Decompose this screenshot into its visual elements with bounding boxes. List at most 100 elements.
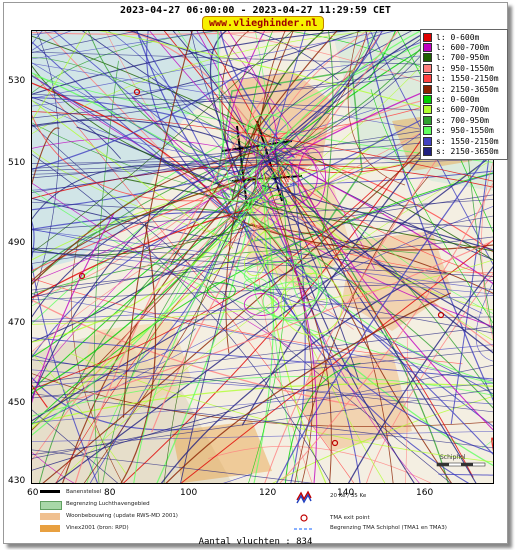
x-tick-label: 80 bbox=[104, 488, 116, 498]
flight-track bbox=[207, 31, 479, 103]
flight-track bbox=[32, 200, 228, 358]
legend-item: s: 700-950m bbox=[423, 115, 505, 125]
legend-label: s: 0-600m bbox=[436, 95, 480, 105]
flight-track bbox=[225, 31, 294, 354]
flight-track bbox=[320, 31, 334, 247]
map-panel: 2023-04-27 06:00:00 - 2023-04-27 11:29:5… bbox=[3, 2, 508, 547]
flight-track bbox=[32, 111, 493, 182]
flight-track bbox=[32, 31, 215, 60]
flight-track bbox=[217, 31, 233, 197]
flight-track bbox=[32, 124, 451, 483]
flight-track bbox=[221, 31, 250, 185]
legend-label: s: 950-1550m bbox=[436, 126, 494, 136]
legend-swatch bbox=[423, 146, 432, 156]
flight-track bbox=[32, 152, 493, 172]
flight-track bbox=[32, 31, 312, 35]
y-tick-label: 430 bbox=[8, 476, 26, 486]
legend-swatch bbox=[423, 63, 432, 73]
flight-track bbox=[32, 293, 493, 382]
flight-track bbox=[32, 131, 493, 169]
flight-track bbox=[32, 93, 493, 114]
flight-track bbox=[32, 31, 72, 51]
x-tick-label: 140 bbox=[337, 488, 355, 498]
holding-pattern bbox=[267, 194, 287, 209]
flight-track bbox=[149, 31, 262, 156]
flight-track bbox=[347, 265, 493, 483]
brand-link[interactable]: www.vlieghinder.nl bbox=[202, 16, 325, 31]
legend-label: l: 1550-2150m bbox=[436, 74, 499, 84]
flight-track bbox=[32, 251, 493, 295]
flight-track bbox=[265, 172, 493, 354]
flight-track bbox=[88, 31, 247, 169]
page-title: 2023-04-27 06:00:00 - 2023-04-27 11:29:5… bbox=[120, 5, 391, 16]
flight-track bbox=[32, 364, 493, 459]
flight-track bbox=[170, 31, 338, 265]
flight-track bbox=[268, 31, 306, 155]
flight-track bbox=[261, 157, 477, 483]
flight-track bbox=[131, 96, 493, 327]
flight-track bbox=[32, 65, 250, 170]
flight-track bbox=[102, 169, 282, 483]
flight-track bbox=[32, 154, 332, 483]
flight-track bbox=[32, 208, 232, 274]
flight-track bbox=[220, 31, 295, 158]
flight-track bbox=[32, 373, 493, 427]
flight-track bbox=[32, 194, 493, 264]
flight-track bbox=[32, 51, 493, 67]
flight-track bbox=[190, 31, 222, 62]
legend-item: s: 950-1550m bbox=[423, 126, 505, 136]
flight-track bbox=[32, 152, 253, 286]
flight-track bbox=[236, 31, 383, 193]
flight-track bbox=[246, 211, 332, 483]
flight-track bbox=[227, 31, 278, 161]
flight-track bbox=[288, 160, 493, 431]
flight-track bbox=[257, 181, 318, 483]
holding-pattern bbox=[292, 251, 323, 304]
flight-track bbox=[74, 97, 264, 483]
noise-contour-icon bbox=[296, 490, 312, 504]
flight-track bbox=[32, 295, 493, 321]
flight-track bbox=[244, 201, 493, 384]
flight-track bbox=[32, 393, 493, 449]
flight-track bbox=[32, 211, 257, 230]
flight-track bbox=[32, 349, 493, 399]
legend-swatch bbox=[423, 74, 432, 84]
y-tick-label: 450 bbox=[8, 398, 26, 408]
flight-track bbox=[32, 376, 194, 431]
flight-track bbox=[151, 31, 399, 433]
flight-track bbox=[405, 335, 408, 483]
flight-track bbox=[32, 259, 493, 325]
flight-track bbox=[32, 160, 271, 282]
flight-track bbox=[261, 184, 493, 251]
holding-pattern bbox=[297, 148, 327, 209]
flight-track bbox=[32, 31, 221, 94]
legend-item: l: 950-1550m bbox=[423, 63, 505, 73]
flight-track bbox=[239, 31, 368, 169]
legend-item: l: 700-950m bbox=[423, 53, 505, 63]
flight-track bbox=[32, 31, 378, 135]
flight-track bbox=[32, 158, 493, 175]
flight-track bbox=[365, 31, 493, 402]
legend-label: s: 2150-3650m bbox=[436, 146, 499, 156]
legend-swatch bbox=[423, 43, 432, 53]
holding-pattern bbox=[243, 293, 280, 316]
flight-track bbox=[32, 344, 493, 388]
flight-track bbox=[93, 60, 119, 483]
flight-count: Aantal vluchten : 834 bbox=[198, 537, 313, 547]
flight-track bbox=[32, 31, 386, 99]
legend-label: s: 600-700m bbox=[436, 105, 489, 115]
holding-pattern bbox=[280, 272, 343, 336]
flight-track bbox=[233, 31, 422, 197]
flight-track bbox=[254, 31, 286, 185]
flight-track bbox=[32, 31, 43, 45]
legend-item: l: 1550-2150m bbox=[423, 74, 505, 84]
holding-pattern bbox=[206, 282, 236, 300]
flight-track bbox=[32, 31, 139, 54]
flight-track bbox=[120, 222, 157, 483]
legend-item: s: 1550-2150m bbox=[423, 136, 505, 146]
flight-track bbox=[32, 201, 493, 229]
flight-track bbox=[39, 205, 231, 483]
flight-track bbox=[32, 223, 255, 256]
legend-item: l: 0-600m bbox=[423, 32, 505, 42]
flight-track-map[interactable]: Schiphol bbox=[31, 30, 494, 484]
